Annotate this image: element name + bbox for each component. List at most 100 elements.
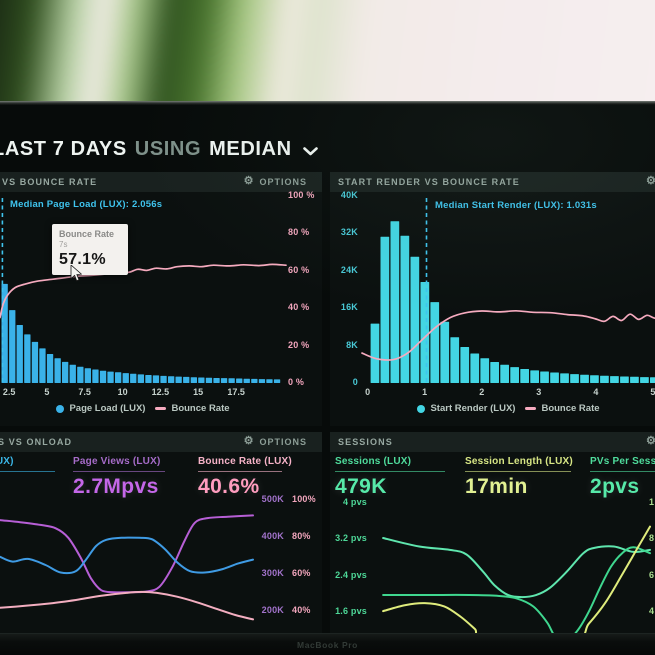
histogram-bar [220,378,228,383]
panel-title: START RENDER VS BOUNCE RATE [338,177,520,187]
histogram-bar [430,302,440,383]
histogram-bar [24,334,31,383]
histogram-bar [175,376,182,383]
histogram-bar [510,367,519,383]
x-tick-label: 10 [117,387,128,397]
onload-line-chart[interactable] [0,497,254,638]
legend-label: Bounce Rate [541,403,600,414]
tooltip-x-value: 7s [59,240,68,249]
options-label: OPTIONS [259,436,307,447]
histogram-bar [530,370,539,383]
chart-legend: Start Render (LUX) Bounce Rate [362,403,655,414]
median-annotation: Median Page Load (LUX): 2.056s [10,199,163,210]
histogram-bar [460,347,470,383]
legend-item[interactable]: Bounce Rate [155,403,230,414]
legend-dot-icon [417,404,426,413]
mint-line [382,537,651,599]
histogram-bar [137,374,144,383]
histogram-bar [258,379,266,383]
histogram-bar [152,375,160,383]
pink-line [0,590,254,621]
legend-label: Start Render (LUX) [430,403,516,414]
legend-dot-icon [56,404,65,413]
date-range-selector[interactable]: LAST 7 DAYS USING MEDIAN [0,138,318,161]
histogram-bar [205,377,213,383]
legend-item[interactable]: Start Render (LUX) [417,403,515,414]
histogram-bar [400,235,410,383]
chart-tooltip: Bounce Rate 7s 57.1% [52,224,128,275]
y-axis-label: 16K [340,302,358,313]
x-tick-label: 2 [479,387,485,397]
metric-value: 40.6% [198,475,260,498]
histogram-bar [69,364,76,383]
histogram-bar [168,376,175,383]
y-axis-label: 3.2 pvs [335,533,367,544]
aggregation-label: MEDIAN [209,138,292,160]
x-tick-label: 7.5 [78,387,91,397]
histogram-bar [420,282,430,383]
metric-value: 2pvs [590,475,640,498]
histogram-bar [84,368,91,383]
y-axis-label: 4 [649,605,655,616]
y-axis-label: 200K [261,605,284,615]
legend-label: Bounce Rate [171,403,230,414]
x-tick-label: 0 [365,387,371,397]
y-axis-label: 4 pvs [342,497,367,507]
sessions-line-chart[interactable] [372,500,651,638]
gear-icon: ⚙ [646,175,655,187]
histogram-bar [370,323,380,383]
histogram-bar [39,348,46,383]
tooltip-value: 57.1% [59,251,106,268]
y-axis-label: 60% [292,568,311,578]
y-axis-label: 80 % [288,227,310,238]
histogram-bar [470,353,480,383]
y-axis-label: 32K [340,227,358,238]
histogram-bar [560,373,569,383]
metric-value: 479K [335,475,387,498]
laptop-brand-label: MacBook Pro [297,640,358,650]
legend-label: Page Load (LUX) [69,403,146,414]
legend-dash-icon [155,407,167,410]
histogram-bar [183,376,190,383]
histogram-bar [198,377,205,383]
y-axis-label: 500K [261,494,284,504]
histogram-bar [122,373,129,383]
histogram-bar [490,362,499,383]
y-axis-label: 0 [352,376,358,387]
y-axis-label: 80% [292,531,311,541]
y-axis-right-percent: 100 % 80 % 60 % 40 % 20 % 0 % [288,190,315,387]
options-button[interactable]: ⚙ OPTIONS [244,436,307,447]
chevron-down-icon [302,146,318,155]
histogram-bar [550,372,559,383]
x-tick-label: 5 [44,387,50,397]
start-render-histogram-chart[interactable] [361,196,655,383]
panel-header: SESSIONS ⚙ [330,432,655,452]
page-load-histogram-chart[interactable] [0,196,287,383]
x-tick-label: 15 [193,387,204,397]
histogram-bar [213,378,220,383]
histogram-bar [520,369,529,383]
y-axis-label: 400K [261,531,284,541]
mouse-cursor [70,265,82,282]
histogram-bar [92,369,99,383]
histogram-bar [115,372,122,383]
metric-label: Sessions (LUX) [335,456,412,467]
tooltip-series: Bounce Rate [59,229,115,239]
gear-icon: ⚙ [243,175,255,187]
laptop-bezel-bottom: MacBook Pro [0,633,655,655]
panel-header: S VS ONLOAD ⚙ OPTIONS [0,432,322,452]
y-axis-label: 100 % [288,190,315,200]
laptop-bezel-top-edge [0,101,655,105]
histogram-bar [46,354,54,383]
histogram-bar [236,378,243,383]
options-button[interactable]: ⚙ OPTIONS [244,176,307,187]
histogram-bar [273,379,281,383]
options-button[interactable]: ⚙ [646,176,655,187]
options-button[interactable]: ⚙ [646,436,655,447]
legend-item[interactable]: Bounce Rate [525,403,600,414]
legend-item[interactable]: Page Load (LUX) [56,403,145,414]
histogram-bar [600,375,609,383]
panel-page-load-vs-bounce-rate: VS BOUNCE RATE ⚙ OPTIONS 100 % 80 % 60 % 40… [0,172,322,426]
x-tick-label: 2.5 [2,387,16,397]
